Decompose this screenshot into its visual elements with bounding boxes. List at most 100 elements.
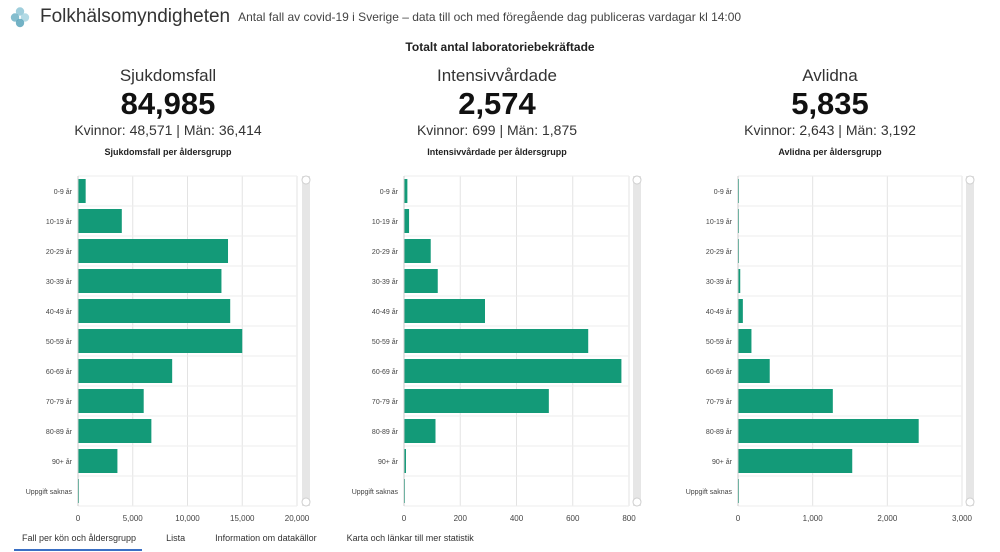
kpi-deaths-split: Kvinnor: 2,643 | Män: 3,192 (744, 122, 916, 138)
org-name: Folkhälsomyndigheten (40, 6, 231, 27)
bar-cases[interactable] (78, 419, 152, 443)
category-label: 10-19 år (372, 218, 399, 226)
x-tick-label: 400 (510, 514, 524, 523)
scroll-handle-bottom-icon[interactable] (301, 497, 311, 507)
x-tick-label: 0 (402, 514, 407, 523)
x-tick-label: 3,000 (952, 514, 973, 523)
category-label: 40-49 år (706, 308, 733, 316)
kpi-cases-label: Sjukdomsfall (119, 66, 217, 85)
tab-lista[interactable]: Lista (166, 533, 186, 543)
tab-information[interactable]: Information om datakällor (215, 533, 317, 543)
app-header: Folkhälsomyndigheten Antal fall av covid… (8, 4, 741, 30)
x-tick-label: 600 (566, 514, 580, 523)
x-tick-label: 800 (622, 514, 636, 523)
category-label: 10-19 år (46, 218, 73, 226)
x-tick-label: 5,000 (123, 514, 144, 523)
category-label: 70-79 år (706, 398, 733, 406)
category-label: 50-59 år (372, 338, 399, 346)
bar-deaths[interactable] (738, 389, 833, 413)
category-label: 0-9 år (714, 188, 733, 196)
x-tick-label: 0 (736, 514, 741, 523)
bar-cases[interactable] (78, 209, 122, 233)
kpi-deaths: Avlidna 5,835 Kvinnor: 2,643 | Män: 3,19… (680, 66, 980, 138)
chart-title-icu: Intensivvårdade per åldersgrupp (427, 147, 567, 157)
x-tick-label: 1,000 (803, 514, 824, 523)
bottom-tabs: Fall per kön och åldersgrupp Lista Infor… (14, 531, 496, 551)
scroll-handle-top-icon[interactable] (301, 175, 311, 185)
x-tick-label: 15,000 (230, 514, 255, 523)
chart-title-deaths: Avlidna per åldersgrupp (778, 147, 882, 157)
bar-cases[interactable] (78, 299, 231, 323)
category-label: 60-69 år (46, 368, 73, 376)
bar-icu[interactable] (404, 389, 549, 413)
kpi-icu-split: Kvinnor: 699 | Män: 1,875 (416, 122, 578, 138)
category-label: 90+ år (52, 458, 73, 466)
bar-deaths[interactable] (738, 269, 741, 293)
bar-deaths[interactable] (738, 449, 853, 473)
kpi-deaths-value: 5,835 (791, 86, 869, 121)
category-label: 20-29 år (372, 248, 399, 256)
bar-icu[interactable] (404, 359, 622, 383)
bar-cases[interactable] (78, 239, 229, 263)
category-label: 70-79 år (46, 398, 73, 406)
x-tick-label: 0 (76, 514, 81, 523)
category-label: 0-9 år (380, 188, 399, 196)
main-title: Totalt antal laboratoriebekräftade (405, 40, 595, 54)
bar-icu[interactable] (404, 449, 406, 473)
chart-scrollbar[interactable] (633, 176, 641, 506)
tab-fall-per-kon[interactable]: Fall per kön och åldersgrupp (14, 531, 143, 551)
bar-cases[interactable] (78, 269, 222, 293)
kpi-cases-split: Kvinnor: 48,571 | Män: 36,414 (74, 122, 262, 138)
bar-cases[interactable] (78, 449, 118, 473)
category-label: Uppgift saknas (686, 489, 733, 496)
bar-icu[interactable] (404, 269, 438, 293)
kpi-cases-value: 84,985 (120, 86, 216, 121)
category-label: 40-49 år (46, 308, 73, 316)
x-tick-label: 200 (454, 514, 468, 523)
category-label: 90+ år (712, 458, 733, 466)
bar-icu[interactable] (404, 299, 485, 323)
bar-deaths[interactable] (738, 419, 919, 443)
scroll-handle-bottom-icon[interactable] (632, 497, 642, 507)
chart-scrollbar[interactable] (966, 176, 974, 506)
bar-icu[interactable] (404, 419, 436, 443)
category-label: 20-29 år (706, 248, 733, 256)
scroll-handle-top-icon[interactable] (632, 175, 642, 185)
bar-cases[interactable] (78, 389, 144, 413)
category-label: 60-69 år (372, 368, 399, 376)
category-label: 40-49 år (372, 308, 399, 316)
chart-deaths-by-age: 0 1,000 2,000 3,000 0-9 år 10-19 år 20-29 år 30… (686, 175, 975, 523)
bar-deaths[interactable] (738, 329, 752, 353)
category-label: 20-29 år (46, 248, 73, 256)
category-label: 70-79 år (372, 398, 399, 406)
tab-karta[interactable]: Karta och länkar till mer statistik (346, 533, 474, 543)
category-label: 30-39 år (372, 278, 399, 286)
category-label: 50-59 år (706, 338, 733, 346)
bar-deaths[interactable] (738, 359, 770, 383)
category-label: 30-39 år (46, 278, 73, 286)
dashboard-subtitle: Antal fall av covid-19 i Sverige – data … (238, 10, 742, 24)
kpi-deaths-label: Avlidna (802, 66, 858, 85)
kpi-icu-value: 2,574 (458, 86, 536, 121)
category-label: Uppgift saknas (26, 489, 73, 496)
chart-scrollbar[interactable] (302, 176, 310, 506)
bar-icu[interactable] (404, 329, 589, 353)
scroll-handle-top-icon[interactable] (965, 175, 975, 185)
bar-icu[interactable] (404, 179, 408, 203)
category-label: 30-39 år (706, 278, 733, 286)
bar-icu[interactable] (404, 209, 410, 233)
category-label: 10-19 år (706, 218, 733, 226)
x-tick-label: 2,000 (877, 514, 898, 523)
category-label: 90+ år (378, 458, 399, 466)
category-label: 0-9 år (54, 188, 73, 196)
bar-deaths[interactable] (738, 299, 743, 323)
category-label: Uppgift saknas (352, 489, 399, 496)
bar-icu[interactable] (404, 239, 431, 263)
scroll-handle-bottom-icon[interactable] (965, 497, 975, 507)
chart-icu-by-age: 0 200 400 600 800 0-9 år 10-19 år 20-29 år 30-39… (352, 175, 642, 523)
folkhalsomyndigheten-logo-icon (10, 7, 30, 28)
bar-cases[interactable] (78, 329, 243, 353)
bar-cases[interactable] (78, 359, 173, 383)
x-tick-label: 20,000 (285, 514, 310, 523)
bar-cases[interactable] (78, 179, 86, 203)
